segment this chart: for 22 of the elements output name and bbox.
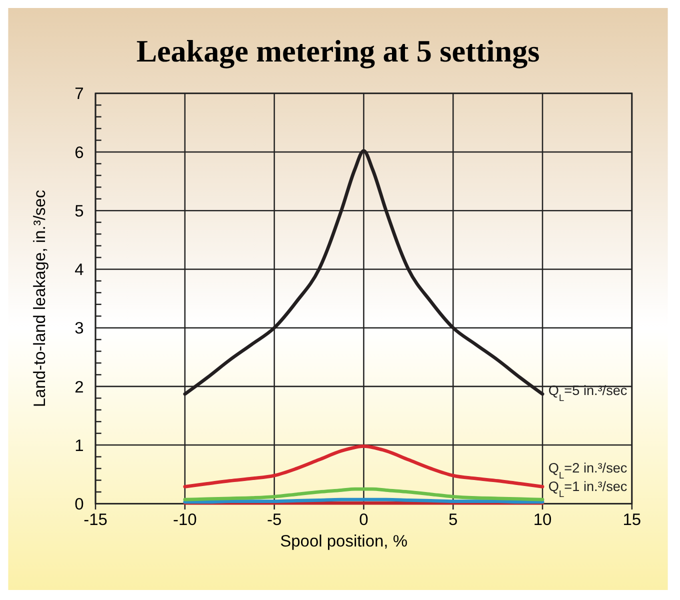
x-tick-label: -10 <box>172 511 197 530</box>
y-tick-label: 7 <box>74 85 84 104</box>
x-axis-title: Spool position, % <box>280 532 408 550</box>
y-tick-label: 5 <box>74 202 84 220</box>
line-series <box>183 487 544 502</box>
y-tick-label: 4 <box>74 261 84 280</box>
y-axis-title: Land-to-land leakage, in.³/sec <box>31 190 50 408</box>
series-label: Q$_{L}$=2 in.³/sec <box>548 460 628 482</box>
x-tick-label: 5 <box>448 511 458 530</box>
series-label: Q$_{L}$=1 in.³/sec <box>548 479 628 500</box>
y-tick-label: 1 <box>74 436 84 455</box>
x-tick-label: 0 <box>359 511 368 530</box>
x-tick-label: -15 <box>84 511 108 530</box>
x-tick-label: 15 <box>622 511 642 530</box>
y-tick-label: 6 <box>74 144 84 162</box>
y-tick-label: 0 <box>74 495 84 514</box>
x-tick-label: 10 <box>533 511 552 530</box>
chart-title: Leakage metering at 5 settings <box>136 33 540 68</box>
y-tick-label: 3 <box>74 320 84 338</box>
y-tick-label: 2 <box>74 378 84 396</box>
x-tick-label: -5 <box>266 511 282 530</box>
line-series <box>183 444 544 488</box>
